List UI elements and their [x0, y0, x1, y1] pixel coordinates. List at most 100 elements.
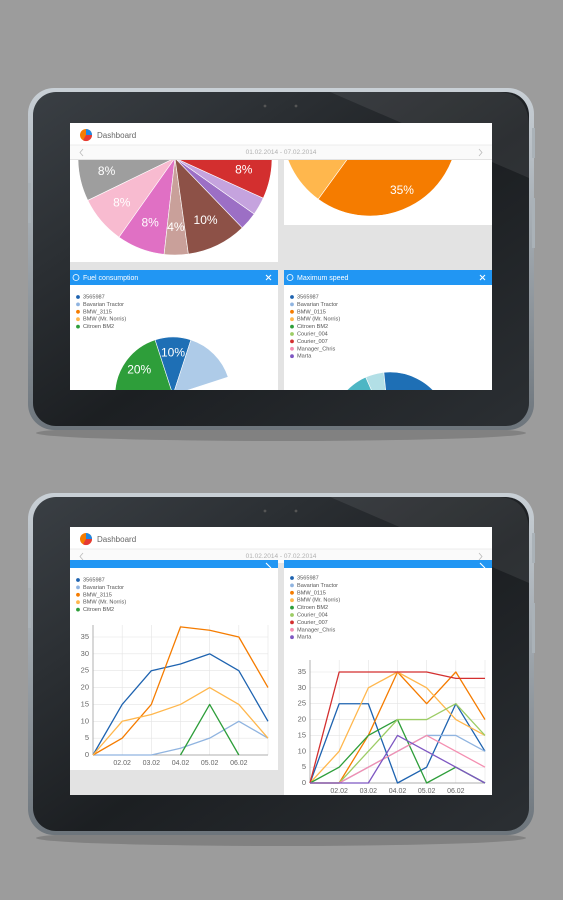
series-line	[92, 686, 269, 756]
y-tick-label: 10	[298, 746, 306, 755]
date-bar	[70, 145, 492, 159]
series-line	[92, 653, 269, 756]
legend-swatch	[290, 605, 294, 610]
legend-swatch	[290, 339, 294, 344]
legend-label: BMW (Mr. Norris)	[83, 317, 126, 323]
legend-label: Citroen BM2	[83, 324, 114, 330]
next-button[interactable]	[478, 148, 483, 157]
legend-swatch	[290, 302, 294, 307]
legend-swatch	[76, 302, 80, 307]
widget-icon	[286, 274, 294, 281]
legend-swatch	[290, 324, 294, 329]
widget: 8% 8% 8% 4% 10% 8%	[70, 160, 278, 262]
slice-label: 10%	[194, 213, 218, 227]
previous-button[interactable]	[79, 148, 84, 157]
next-button[interactable]	[478, 552, 483, 561]
close-button[interactable]	[479, 274, 486, 281]
widget-title: Fuel consumption	[83, 275, 138, 282]
x-tick-label: 03.02	[143, 760, 161, 767]
legend-label: Marta	[297, 635, 312, 641]
legend-label: BMW (Mr. Norris)	[297, 317, 340, 323]
legend-label: Marta	[297, 354, 312, 360]
pie-slice	[114, 339, 172, 390]
camera	[263, 509, 267, 513]
y-tick-label: 25	[81, 666, 89, 675]
app-logo	[83, 539, 92, 546]
app-logo	[86, 533, 92, 539]
series-line	[92, 626, 269, 756]
legend-swatch	[76, 295, 80, 299]
legend-label: BMW_3115	[83, 309, 112, 315]
x-tick-label: 03.02	[360, 788, 378, 795]
slice-label: 20%	[127, 363, 151, 377]
y-tick-label: 30	[81, 649, 89, 658]
legend-swatch	[290, 590, 294, 595]
slice-label: 35%	[390, 183, 414, 197]
previous-button[interactable]	[79, 552, 84, 561]
widget-header	[284, 560, 492, 568]
y-tick-label: 0	[302, 778, 306, 787]
legend-label: Bavarian Tractor	[297, 302, 338, 308]
pie-slice	[287, 160, 348, 200]
tablet: Dashboard 01.02.2014 - 07.02.2014 8% 8% 8% 4%…	[28, 88, 535, 441]
close-button[interactable]	[479, 562, 486, 569]
legend-label: Citroen BM2	[83, 607, 114, 613]
close-button[interactable]	[265, 274, 272, 281]
camera	[263, 104, 267, 108]
slice-label: 8%	[113, 195, 131, 209]
legend-swatch	[290, 598, 294, 603]
y-tick-label: 25	[298, 699, 306, 708]
y-tick-label: 35	[298, 667, 306, 676]
y-tick-label: 15	[298, 730, 306, 739]
close-button[interactable]	[265, 562, 272, 569]
date-bar	[70, 549, 492, 563]
y-tick-label: 5	[85, 733, 89, 742]
pie-slice	[317, 160, 453, 217]
x-tick-label: 04.02	[389, 788, 407, 795]
slice-label: 8%	[235, 162, 253, 176]
legend-swatch	[290, 332, 294, 336]
x-tick-label: 06.02	[447, 788, 465, 795]
y-tick-label: 20	[298, 715, 306, 724]
pie-slice	[174, 339, 229, 390]
side-button	[532, 533, 535, 563]
legend-swatch	[290, 346, 294, 351]
legend-swatch	[290, 627, 294, 632]
date-range: 01.02.2014 - 07.02.2014	[246, 553, 317, 560]
app-bar	[70, 527, 492, 549]
legend-swatch	[76, 578, 80, 582]
legend-swatch	[290, 295, 294, 299]
legend-swatch	[76, 585, 80, 590]
legend-label: 3565987	[83, 294, 105, 300]
x-tick-label: 05.02	[418, 788, 436, 795]
widget-header	[70, 270, 278, 285]
x-tick-label: 06.02	[230, 760, 248, 767]
slice-label: 8%	[141, 215, 159, 229]
slice-label: 4%	[167, 220, 185, 234]
legend-label: Courier_004	[297, 612, 328, 618]
widget: 35%	[284, 160, 492, 225]
widget-icon	[72, 274, 80, 281]
y-tick-label: 20	[81, 683, 89, 692]
app-bar	[70, 123, 492, 145]
legend-swatch	[76, 592, 80, 597]
legend-label: 3565987	[297, 294, 319, 300]
y-tick-label: 30	[298, 683, 306, 692]
series-line	[310, 734, 486, 784]
y-tick-label: 15	[81, 699, 89, 708]
x-tick-label: 05.02	[201, 760, 219, 767]
series-line	[309, 671, 485, 784]
legend-label: Citroen BM2	[297, 605, 328, 611]
y-tick-label: 0	[85, 750, 89, 759]
app-title: Dashboard	[97, 131, 136, 140]
legend-label: 3565987	[297, 575, 319, 581]
side-button	[532, 128, 535, 158]
legend-swatch	[76, 309, 80, 314]
legend-swatch	[290, 613, 294, 617]
date-range: 01.02.2014 - 07.02.2014	[246, 149, 317, 156]
legend-swatch	[76, 317, 80, 322]
